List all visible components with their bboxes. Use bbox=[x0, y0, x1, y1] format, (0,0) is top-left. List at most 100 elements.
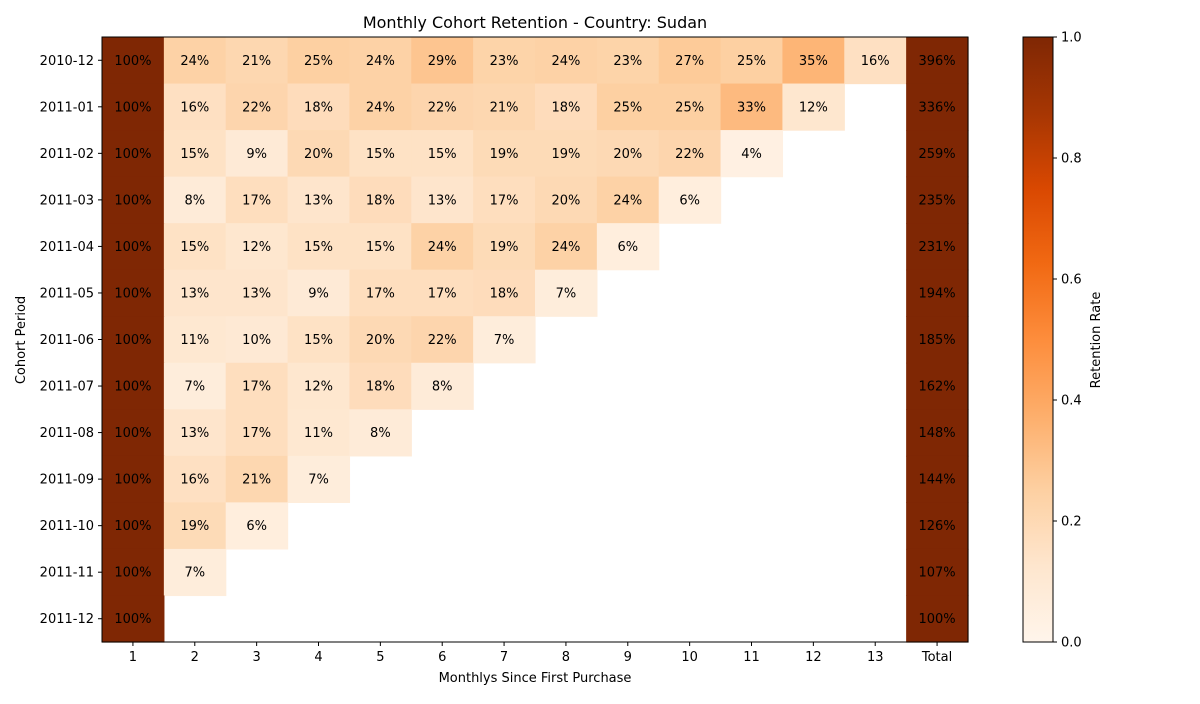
cell-value-label: 126% bbox=[918, 519, 955, 534]
cell-value-label: 20% bbox=[304, 147, 333, 162]
x-tick-label: 10 bbox=[681, 650, 698, 665]
heatmap-cell bbox=[473, 83, 536, 131]
heatmap-cell bbox=[225, 223, 289, 271]
cell-value-label: 100% bbox=[114, 566, 151, 581]
cell-value-label: 12% bbox=[242, 240, 271, 255]
cell-value-label: 8% bbox=[184, 193, 205, 208]
chart-title: Monthly Cohort Retention - Country: Suda… bbox=[363, 13, 707, 32]
cell-value-label: 231% bbox=[918, 240, 955, 255]
heatmap-cell bbox=[473, 269, 536, 317]
heatmap-cell bbox=[411, 316, 474, 364]
heatmap-cell bbox=[906, 83, 969, 131]
heatmap-cell bbox=[225, 130, 289, 178]
heatmap-cell bbox=[287, 362, 351, 410]
colorbar-tick-label: 0.8 bbox=[1061, 152, 1082, 167]
heatmap-cell bbox=[349, 362, 412, 410]
heatmap-cell bbox=[349, 176, 412, 224]
cell-value-label: 21% bbox=[242, 54, 271, 69]
heatmap-cell bbox=[658, 130, 722, 178]
cell-value-label: 100% bbox=[114, 100, 151, 115]
x-tick-label: 9 bbox=[624, 650, 632, 665]
colorbar-ticks: 0.0 0.2 0.4 0.6 0.8 1.0 bbox=[1053, 31, 1082, 651]
cell-value-label: 8% bbox=[370, 426, 391, 441]
cell-value-label: 100% bbox=[114, 193, 151, 208]
cell-value-label: 100% bbox=[114, 147, 151, 162]
y-tick-label: 2011-01 bbox=[40, 100, 94, 115]
heatmap-cell bbox=[596, 176, 660, 224]
heatmap-cell bbox=[225, 362, 289, 410]
heatmap-cell bbox=[349, 409, 412, 457]
heatmap-cell bbox=[596, 223, 660, 271]
cell-value-label: 17% bbox=[490, 193, 519, 208]
cell-value-label: 13% bbox=[180, 426, 209, 441]
cell-value-label: 7% bbox=[494, 333, 515, 348]
cell-value-label: 27% bbox=[675, 54, 704, 69]
cell-value-label: 100% bbox=[918, 612, 955, 627]
cell-value-label: 22% bbox=[242, 100, 271, 115]
y-tick-label: 2011-04 bbox=[40, 240, 94, 255]
heatmap-cell bbox=[411, 130, 474, 178]
heatmap-cell bbox=[658, 37, 722, 85]
heatmap-cell bbox=[225, 176, 289, 224]
cell-value-label: 9% bbox=[308, 286, 329, 301]
heatmap-cell bbox=[658, 83, 722, 131]
heatmap-cell bbox=[906, 455, 969, 503]
cell-value-label: 15% bbox=[304, 333, 333, 348]
cell-value-label: 23% bbox=[490, 54, 519, 69]
cell-value-label: 25% bbox=[613, 100, 642, 115]
cell-value-label: 25% bbox=[675, 100, 704, 115]
heatmap-cell bbox=[596, 83, 660, 131]
heatmap-cell bbox=[225, 502, 289, 550]
x-axis-label: Monthlys Since First Purchase bbox=[439, 671, 632, 686]
heatmap-cell bbox=[782, 83, 845, 131]
heatmap-cell bbox=[906, 362, 969, 410]
heatmap-cell bbox=[906, 223, 969, 271]
heatmap-cell bbox=[906, 502, 969, 550]
heatmap-cell bbox=[225, 316, 289, 364]
cell-value-label: 259% bbox=[918, 147, 955, 162]
heatmap-cell bbox=[535, 269, 598, 317]
cell-value-label: 22% bbox=[675, 147, 704, 162]
cell-value-label: 17% bbox=[242, 193, 271, 208]
colorbar-label: Retention Rate bbox=[1089, 292, 1104, 389]
heatmap-cell bbox=[473, 37, 536, 85]
cell-value-label: 10% bbox=[242, 333, 271, 348]
heatmap-cell bbox=[163, 362, 227, 410]
cell-value-label: 25% bbox=[737, 54, 766, 69]
cell-value-label: 19% bbox=[490, 240, 519, 255]
cell-value-label: 13% bbox=[180, 286, 209, 301]
x-tick-label: 3 bbox=[253, 650, 261, 665]
cell-value-label: 11% bbox=[304, 426, 333, 441]
cell-value-label: 15% bbox=[180, 147, 209, 162]
heatmap-cell bbox=[535, 130, 598, 178]
x-tick-label: 12 bbox=[805, 650, 822, 665]
heatmap-cell bbox=[906, 595, 969, 643]
heatmap-cell bbox=[535, 83, 598, 131]
heatmap-cell bbox=[473, 176, 536, 224]
heatmap-cell bbox=[102, 409, 165, 457]
cell-value-label: 17% bbox=[242, 380, 271, 395]
heatmap-cell bbox=[102, 455, 165, 503]
heatmap-cell bbox=[782, 37, 845, 85]
cell-value-label: 100% bbox=[114, 473, 151, 488]
heatmap-cell bbox=[102, 595, 165, 643]
cell-value-label: 15% bbox=[366, 147, 395, 162]
cell-value-label: 7% bbox=[184, 380, 205, 395]
x-tick-label: 6 bbox=[438, 650, 446, 665]
cell-value-label: 16% bbox=[180, 100, 209, 115]
cell-value-label: 7% bbox=[308, 473, 329, 488]
heatmap-cell-labels: 100% 24% 21% 25% 24% 29% 23% 24% 23% 27% 25% 35% 16%… bbox=[114, 54, 955, 627]
heatmap-cell bbox=[225, 269, 289, 317]
x-tick-label: 11 bbox=[743, 650, 760, 665]
heatmap-cell bbox=[349, 223, 412, 271]
colorbar-tick-label: 1.0 bbox=[1061, 31, 1082, 46]
cell-value-label: 18% bbox=[551, 100, 580, 115]
heatmap-cell bbox=[163, 455, 227, 503]
cell-value-label: 9% bbox=[246, 147, 267, 162]
cell-value-label: 6% bbox=[246, 519, 267, 534]
cell-value-label: 8% bbox=[432, 380, 453, 395]
heatmap-cell bbox=[596, 37, 660, 85]
cell-value-label: 100% bbox=[114, 333, 151, 348]
